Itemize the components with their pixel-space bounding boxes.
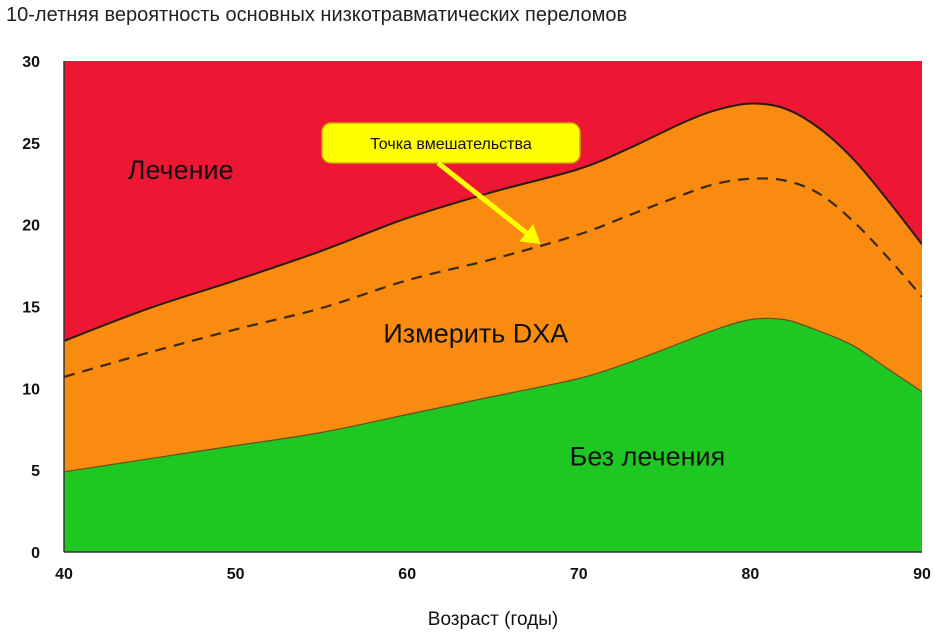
intervention-callout: Точка вмешательства — [321, 122, 581, 244]
tick-labels: 40 50 60 70 80 90 0 5 10 15 20 25 30 — [22, 54, 931, 583]
callout-arrow-head — [519, 224, 541, 244]
y-tick-label: 20 — [22, 218, 40, 235]
x-tick-label: 70 — [570, 566, 588, 583]
zone-area-no-treatment — [64, 318, 922, 552]
zone-label-treatment: Лечение — [128, 155, 234, 185]
callout-arrow-shaft — [436, 161, 528, 235]
x-tick-label: 90 — [913, 566, 931, 583]
intervention-threshold-line — [64, 177, 922, 378]
y-tick-label: 30 — [22, 54, 40, 71]
y-tick-label: 15 — [22, 300, 40, 317]
plot-area — [64, 61, 922, 552]
y-tick-label: 25 — [22, 136, 40, 153]
x-tick-label: 60 — [398, 566, 416, 583]
zone-label-no-treatment: Без лечения — [570, 441, 726, 471]
zone-labels: Лечение Измерить DXA Без лечения — [128, 155, 726, 471]
zone-label-measure-dxa: Измерить DXA — [383, 319, 568, 349]
y-tick-label: 10 — [22, 381, 40, 398]
x-axis-title: Возраст (годы) — [428, 609, 558, 630]
y-tick-label: 0 — [31, 545, 40, 562]
upper-threshold-line — [64, 102, 922, 342]
x-tick-label: 50 — [227, 566, 245, 583]
y-tick-label: 5 — [31, 463, 40, 480]
chart-title: 10-летняя вероятность основных низкотрав… — [6, 4, 628, 26]
lower-threshold-line — [64, 317, 922, 473]
axes — [63, 61, 922, 553]
x-tick-label: 40 — [55, 566, 73, 583]
callout-box — [321, 122, 581, 164]
x-tick-label: 80 — [742, 566, 760, 583]
callout-text: Точка вмешательства — [370, 136, 532, 153]
